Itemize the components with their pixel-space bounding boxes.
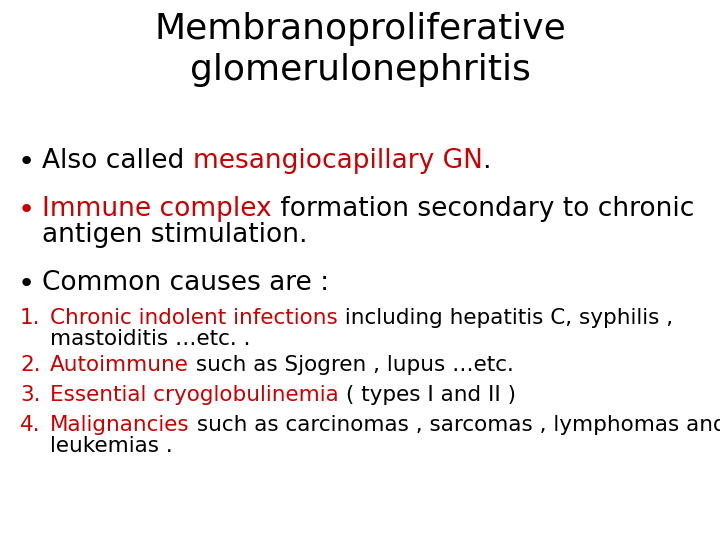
Text: mesangiocapillary GN: mesangiocapillary GN [193, 148, 482, 174]
Text: •: • [18, 148, 35, 176]
Text: Also called: Also called [42, 148, 193, 174]
Text: formation secondary to chronic: formation secondary to chronic [271, 196, 694, 222]
Text: 2.: 2. [20, 355, 40, 375]
Text: 1.: 1. [20, 308, 40, 328]
Text: Chronic indolent infections: Chronic indolent infections [50, 308, 338, 328]
Text: .: . [482, 148, 491, 174]
Text: Immune complex: Immune complex [42, 196, 271, 222]
Text: 4.: 4. [20, 415, 40, 435]
Text: mastoiditis …etc. .: mastoiditis …etc. . [50, 329, 251, 349]
Text: including hepatitis C, syphilis ,: including hepatitis C, syphilis , [338, 308, 673, 328]
Text: Essential cryoglobulinemia: Essential cryoglobulinemia [50, 385, 338, 405]
Text: ( types I and II ): ( types I and II ) [338, 385, 516, 405]
Text: Membranoproliferative
glomerulonephritis: Membranoproliferative glomerulonephritis [154, 12, 566, 87]
Text: Common causes are :: Common causes are : [42, 270, 329, 296]
Text: such as carcinomas , sarcomas , lymphomas and: such as carcinomas , sarcomas , lymphoma… [189, 415, 720, 435]
Text: leukemias .: leukemias . [50, 436, 173, 456]
Text: antigen stimulation.: antigen stimulation. [42, 222, 307, 248]
Text: •: • [18, 196, 35, 224]
Text: •: • [18, 270, 35, 298]
Text: Autoimmune: Autoimmune [50, 355, 189, 375]
Text: Malignancies: Malignancies [50, 415, 189, 435]
Text: such as Sjogren , lupus …etc.: such as Sjogren , lupus …etc. [189, 355, 514, 375]
Text: 3.: 3. [20, 385, 40, 405]
